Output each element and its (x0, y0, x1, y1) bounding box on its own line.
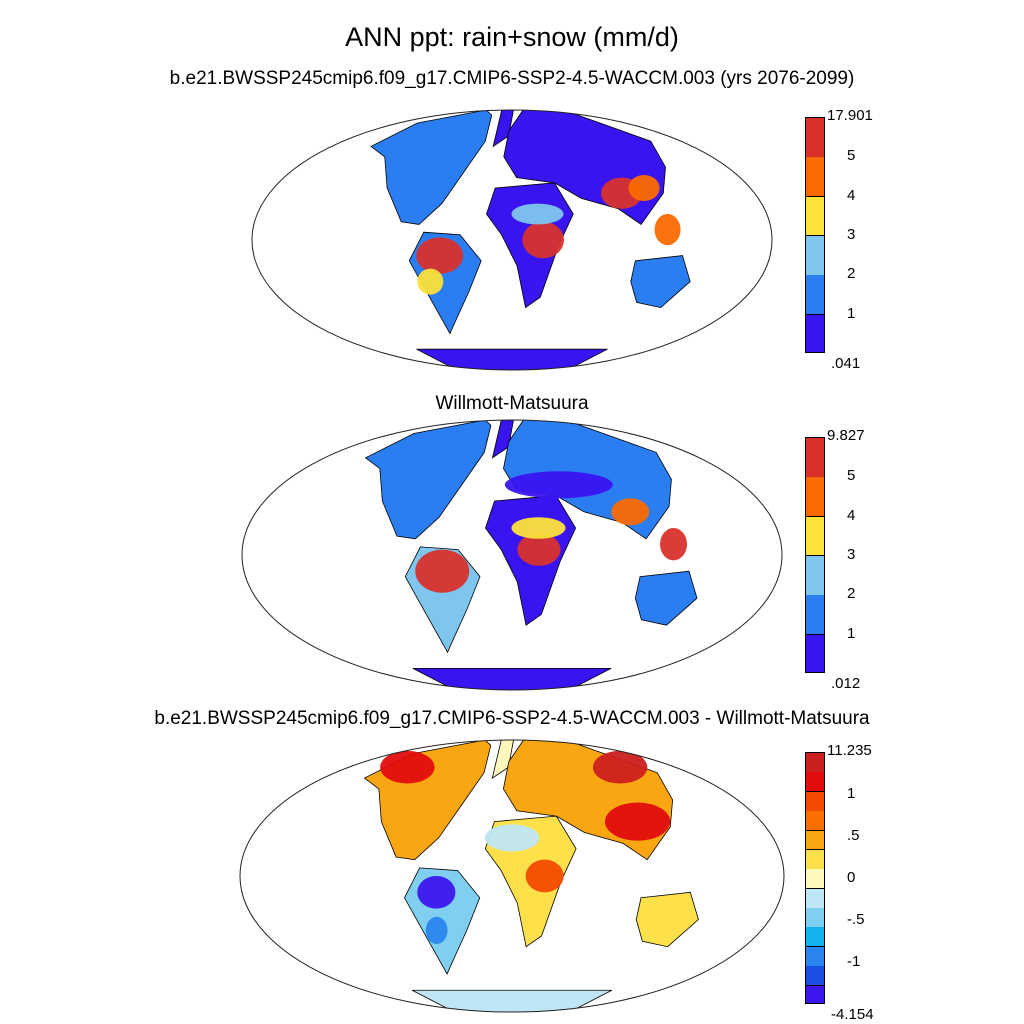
precip-region (522, 221, 564, 259)
colorbar-swatch (806, 438, 824, 478)
figure-title: ANN ppt: rain+snow (mm/d) (345, 22, 679, 52)
land-antarctica (411, 989, 613, 1012)
precip-region (654, 214, 681, 246)
panel-difference-map (239, 739, 785, 1013)
precip-region (504, 471, 613, 499)
colorbar-label: 1 (847, 624, 856, 642)
colorbar-label: .041 (831, 355, 861, 372)
colorbar-label: 17.901 (827, 107, 873, 124)
precip-region (525, 859, 564, 893)
precip-region (517, 533, 561, 566)
colorbar-swatch (806, 157, 824, 198)
land-northAmerica (370, 110, 493, 225)
colorbar-swatch (806, 196, 824, 237)
colorbar-label: -1 (847, 953, 861, 970)
precip-region (425, 916, 448, 945)
precip-region (415, 549, 470, 593)
colorbar-label: 5 (847, 467, 856, 485)
colorbar-swatch (806, 477, 824, 518)
colorbar-label: 2 (847, 265, 856, 283)
land-australia (634, 570, 698, 626)
colorbar-label: 3 (847, 226, 856, 243)
colorbar-swatch (806, 869, 824, 890)
colorbar-swatch (806, 985, 824, 1003)
colorbar-swatch (806, 753, 824, 773)
colorbar-swatch (806, 634, 824, 672)
colorbar-swatch (806, 927, 824, 948)
colorbar-swatch (806, 966, 824, 987)
colorbar-swatch (806, 830, 824, 851)
precip-region (511, 517, 566, 539)
colorbar-swatch (806, 118, 824, 158)
land-australia (630, 255, 691, 309)
precip-region (511, 203, 564, 225)
precip-region (380, 750, 435, 784)
colorbar-swatch (806, 888, 824, 909)
colorbar-label: 9.827 (827, 427, 865, 444)
precip-region (611, 498, 650, 526)
colorbar-label: 1 (847, 304, 856, 322)
colorbar-label: 3 (847, 546, 856, 563)
colorbar-swatch (806, 946, 824, 967)
panel-observations-map (241, 419, 783, 691)
panel-observations-subtitle: Willmott-Matsuura (435, 393, 589, 414)
colorbar-label: -.5 (847, 911, 865, 928)
colorbar-swatch (806, 516, 824, 557)
land-northAmerica (364, 420, 492, 540)
colorbar-swatch (806, 791, 824, 812)
land-antarctica (416, 348, 608, 370)
precip-region (592, 750, 648, 784)
colorbar-label: 1 (847, 785, 856, 802)
colorbar-swatch (806, 275, 824, 316)
colorbar-label: 4 (847, 186, 856, 204)
precip-region (417, 268, 444, 295)
precip-region (660, 528, 688, 561)
colorbar-swatch (806, 236, 824, 276)
colorbar-swatch (806, 556, 824, 596)
map-boundary (239, 739, 785, 1013)
colorbar-swatch (806, 595, 824, 636)
land-antarctica (412, 668, 612, 690)
colorbar-label: 2 (847, 585, 856, 603)
colorbar-label: .5 (847, 827, 860, 844)
map-boundary (241, 419, 783, 691)
precip-region (484, 824, 540, 852)
colorbar-label: -4.154 (831, 1006, 874, 1023)
colorbar-label: 4 (847, 506, 856, 524)
precip-region (417, 876, 456, 909)
precip-region (416, 237, 464, 274)
panel-model-subtitle: b.e21.BWSSP245cmip6.f09_g17.CMIP6-SSP2-4… (169, 68, 855, 89)
precip-region (628, 175, 660, 201)
colorbar-label: 11.235 (827, 742, 872, 759)
precip-region (604, 802, 671, 841)
land-australia (635, 891, 699, 948)
panel-model-map (251, 109, 773, 371)
colorbar-box (805, 752, 825, 1004)
colorbar-swatch (806, 908, 824, 928)
colorbar-box (805, 117, 825, 353)
map-boundary (251, 109, 773, 371)
panel-difference-subtitle: b.e21.BWSSP245cmip6.f09_g17.CMIP6-SSP2-4… (154, 708, 870, 729)
colorbar-box (805, 437, 825, 673)
colorbar-label: 0 (847, 869, 856, 886)
colorbar-swatch (806, 811, 824, 832)
colorbar-swatch (806, 772, 824, 793)
colorbar-label: .012 (831, 675, 861, 692)
colorbar-swatch (806, 314, 824, 352)
colorbar-swatch (806, 849, 824, 870)
colorbar-label: 5 (847, 147, 856, 165)
